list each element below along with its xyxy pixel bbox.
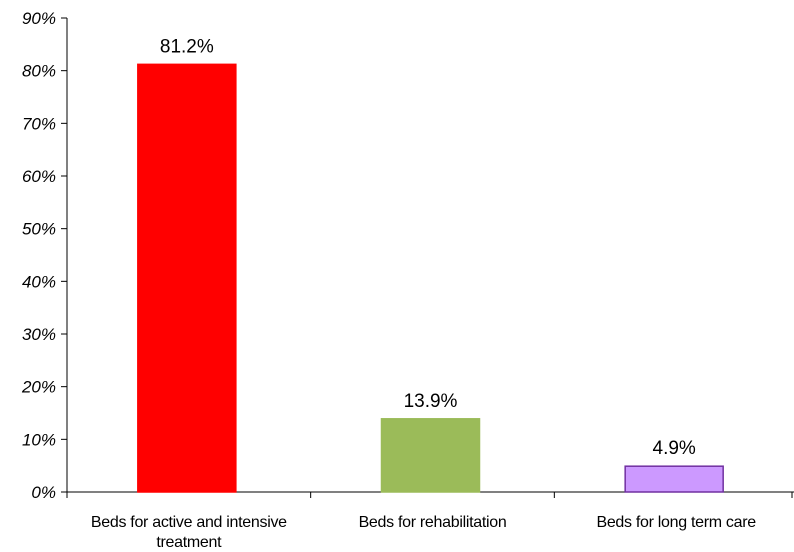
y-tick-label: 30% [22,325,56,344]
y-tick-label: 90% [22,9,56,28]
y-tick-label: 40% [22,272,56,291]
y-tick-label: 60% [22,167,56,186]
bars [137,63,724,493]
bar [380,418,481,493]
y-tick-label: 50% [22,220,56,239]
category-label: Beds for rehabilitation [359,514,507,531]
y-tick-label: 80% [22,62,56,81]
data-label: 4.9% [653,438,696,459]
y-axis: 0% 10% 20% 30% 40% 50% 60% 70% 80% 90% [21,9,68,502]
category-label: Beds for active and intensive [91,514,287,531]
y-tick-label: 70% [22,114,56,133]
y-tick-label: 10% [22,430,56,449]
category-label: Beds for long term care [596,514,756,531]
data-labels: 81.2% 13.9% 4.9% [160,36,696,459]
y-tick-label: 20% [21,378,56,397]
data-label: 81.2% [160,36,214,57]
y-tick-label: 0% [31,483,56,502]
category-labels: Beds for active and intensive treatment Be… [91,514,757,551]
bar [137,63,237,493]
data-label: 13.9% [404,391,458,412]
bar [624,465,724,493]
category-label: treatment [156,534,222,551]
x-axis [66,491,794,498]
